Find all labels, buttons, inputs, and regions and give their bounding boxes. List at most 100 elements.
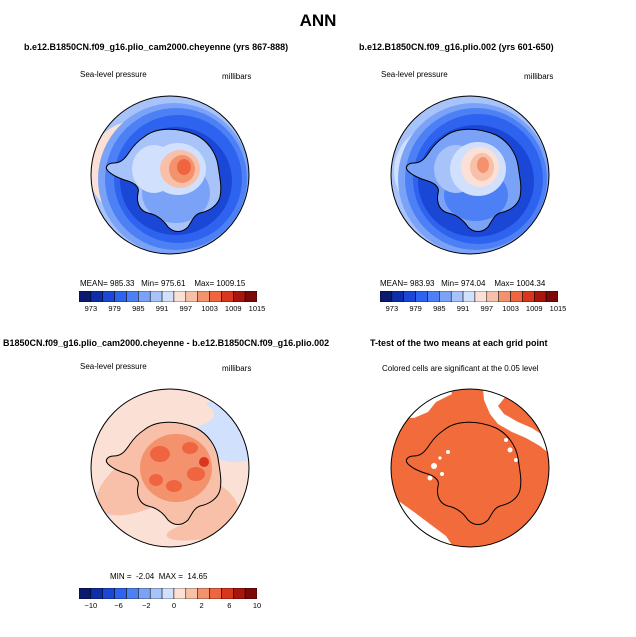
panel-3-polar-map (90, 388, 250, 548)
panel-2-pressure-high-core (477, 157, 489, 173)
panel-1-mean-value: 985.33 (110, 279, 135, 288)
colorbar-tick-label: 973 (385, 304, 399, 313)
colorbar-tick-label: −2 (141, 601, 151, 610)
panel-1-colorbar (79, 291, 257, 302)
colorbar-cell (545, 291, 558, 302)
colorbar-tick-label: −10 (84, 601, 98, 610)
colorbar-cell (185, 291, 198, 302)
panel-1-mean-label: MEAN= (80, 279, 108, 288)
panel-2-max-label: Max= (494, 279, 515, 288)
colorbar-cell (173, 291, 187, 302)
panel-4-insignificant-ne-band (482, 389, 549, 462)
colorbar-tick-label: 2 (199, 601, 204, 610)
colorbar-cell (138, 291, 151, 302)
colorbar-cell (161, 588, 175, 599)
panel-1-max-label: Max= (194, 279, 215, 288)
panel-3-diff-land-peak-4 (166, 480, 182, 492)
colorbar-cell (197, 291, 210, 302)
panel-4-insignificant-speck-3 (427, 475, 433, 481)
panel-1-stats: MEAN= 985.33 Min= 975.61 Max= 1009.15 (80, 279, 245, 288)
panel-4-insignificant-speck-6 (514, 458, 518, 462)
panel-2-min-label: Min= (441, 279, 459, 288)
panel-2-title: b.e12.B1850CN.f09_g16.plio.002 (yrs 601-… (359, 42, 554, 52)
panel-1-title: b.e12.B1850CN.f09_g16.plio_cam2000.cheye… (24, 42, 289, 52)
colorbar-cell (197, 588, 210, 599)
panel-3-diff-land-peak-1 (150, 446, 170, 462)
panel-1-min-value: 975.61 (160, 279, 186, 288)
panel-3-diff-land-peak-3 (187, 467, 205, 481)
colorbar-tick-label: 979 (409, 304, 422, 313)
colorbar-tick-label: 991 (456, 304, 470, 313)
colorbar-cell (221, 588, 234, 599)
colorbar-cell (221, 291, 234, 302)
colorbar-tick-label: 1009 (525, 304, 543, 313)
panel-3-units-label: millibars (222, 364, 252, 373)
colorbar-cell (209, 291, 222, 302)
panel-2-map-border (390, 95, 550, 255)
colorbar-tick-label: 10 (252, 601, 262, 610)
panel-1-units-label: millibars (222, 72, 252, 81)
panel-4-insignificant-speck-7 (504, 438, 508, 442)
colorbar-cell (90, 588, 103, 599)
colorbar-tick-label: 6 (227, 601, 232, 610)
panel-3-diff-land-max (199, 457, 209, 467)
colorbar-cell (138, 588, 151, 599)
colorbar-cell (403, 291, 416, 302)
colorbar-cell (486, 291, 499, 302)
colorbar-tick-label: 991 (155, 304, 169, 313)
panel-3-max-label: MAX = (158, 572, 183, 581)
colorbar-tick-label: 985 (132, 304, 145, 313)
panel-1-map-border (90, 95, 250, 255)
colorbar-cell (498, 291, 511, 302)
panel-3-map-border (90, 388, 250, 548)
colorbar-tick-label: 985 (433, 304, 446, 313)
panel-2-max-value: 1004.34 (516, 279, 546, 288)
panel-1-min-label: Min= (141, 279, 159, 288)
panel-3-variable-label: Sea-level pressure (80, 362, 147, 371)
colorbar-tick-label: 997 (179, 304, 193, 313)
panel-2-colorbar (380, 291, 558, 302)
panel-2-polar-map (390, 95, 550, 255)
colorbar-cell (90, 291, 103, 302)
colorbar-cell (149, 588, 163, 599)
panel-3-diff-land-peak-5 (149, 474, 163, 486)
panel-3-min-value: -2.04 (136, 572, 155, 581)
colorbar-tick-label: 1015 (549, 304, 567, 313)
panel-3-colorbar (79, 588, 257, 599)
colorbar-cell (233, 588, 246, 599)
panel-4-insignificant-speck-1 (431, 463, 437, 469)
panel-2-min-value: 974.04 (460, 279, 486, 288)
colorbar-cell (102, 588, 115, 599)
colorbar-cell (450, 291, 464, 302)
colorbar-cells (380, 291, 558, 302)
colorbar-tick-label: 1003 (502, 304, 519, 313)
panel-2-units-label: millibars (524, 72, 554, 81)
colorbar-tick-label: −6 (114, 601, 123, 610)
panel-3-diff-low-n (126, 398, 214, 430)
colorbar-cell (474, 291, 488, 302)
colorbar-cell (244, 291, 257, 302)
colorbar-tick-label: 0 (171, 601, 177, 610)
colorbar-cell (209, 588, 222, 599)
colorbar-cell (233, 291, 246, 302)
colorbar-tick-label: 997 (480, 304, 494, 313)
panel-3-stats: MIN = -2.04 MAX = 14.65 (110, 572, 207, 581)
panel-3-max-value: 14.65 (187, 572, 208, 581)
colorbar-cell (534, 291, 547, 302)
colorbar-cell (114, 291, 127, 302)
panel-1-variable-label: Sea-level pressure (80, 70, 147, 79)
colorbar-cell (244, 588, 257, 599)
colorbar-cell (439, 291, 452, 302)
colorbar-cell (462, 291, 476, 302)
colorbar-cell (173, 588, 187, 599)
colorbar-cell (126, 291, 139, 302)
colorbar-cell (380, 291, 393, 302)
colorbar-cell (415, 291, 428, 302)
colorbar-cell (522, 291, 535, 302)
colorbar-cell (149, 291, 163, 302)
colorbar-cell (79, 291, 92, 302)
panel-4-insignificant-speck-2 (440, 472, 444, 476)
colorbar-cell (185, 588, 198, 599)
panel-4-title: T-test of the two means at each grid poi… (370, 338, 548, 348)
page-title: ANN (299, 11, 337, 30)
